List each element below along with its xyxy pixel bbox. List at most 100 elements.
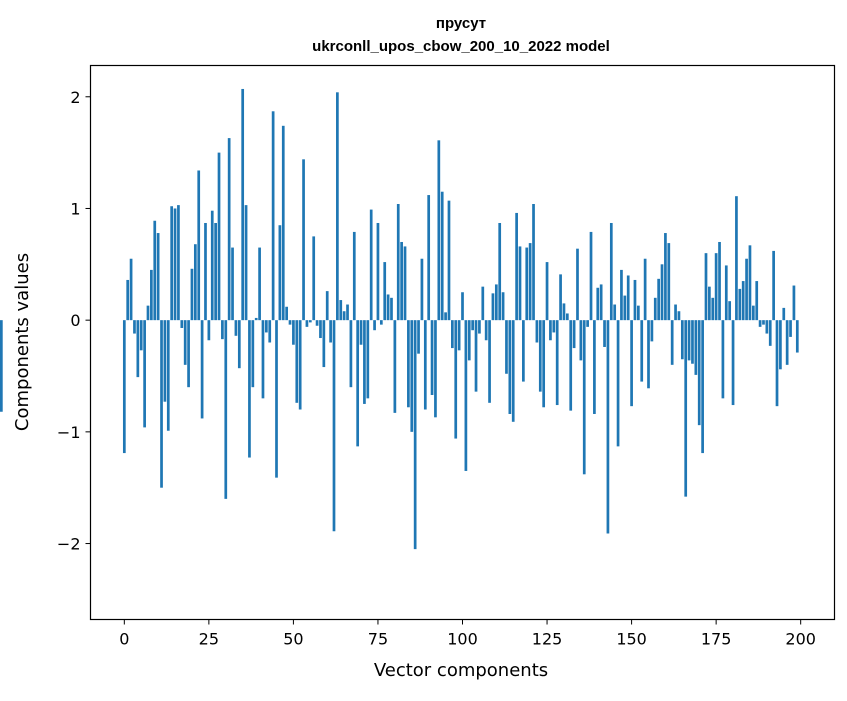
bar-188 <box>758 320 762 327</box>
bar-164 <box>677 311 681 321</box>
x-tick-label: 100 <box>447 630 478 649</box>
chart-subtitle: ukrconll_upos_cbow_200_10_2022 model <box>312 38 610 55</box>
bar-64 <box>339 300 343 321</box>
plot-frame <box>89 64 836 621</box>
bar-43 <box>268 320 272 343</box>
bar-17 <box>180 320 184 328</box>
bar-126 <box>549 320 552 341</box>
bar-90 <box>427 195 431 321</box>
bar-94 <box>440 191 444 321</box>
bar-167 <box>687 320 691 361</box>
bar-179 <box>728 301 732 321</box>
bar-19 <box>187 320 190 388</box>
bar-155 <box>647 320 650 389</box>
bar-166 <box>684 320 688 497</box>
bar-29 <box>221 320 224 340</box>
bar-57 <box>315 320 319 326</box>
bar-119 <box>525 247 529 321</box>
bar-193 <box>775 320 779 407</box>
bar-93 <box>437 140 441 321</box>
bar-165 <box>680 320 684 360</box>
bar-60 <box>325 291 329 321</box>
bar-160 <box>664 233 667 321</box>
bar-18 <box>183 320 187 365</box>
bar-63 <box>336 92 339 321</box>
bar-148 <box>623 295 627 321</box>
bar-154 <box>643 258 647 321</box>
bar-125 <box>545 262 549 321</box>
bar-4 <box>136 320 140 378</box>
x-tick-label: 50 <box>283 630 303 649</box>
bar-33 <box>234 320 238 336</box>
bar-183 <box>741 281 745 321</box>
bar-107 <box>484 320 488 341</box>
bar-36 <box>244 205 248 321</box>
bar-77 <box>383 262 387 321</box>
bar-123 <box>538 320 542 392</box>
chart-title: прусут <box>436 15 486 32</box>
bar-74 <box>373 320 376 331</box>
bar-1 <box>126 279 130 321</box>
bar-38 <box>251 320 255 388</box>
bar-163 <box>674 304 677 321</box>
bar-21 <box>193 244 197 321</box>
bar-113 <box>505 320 508 374</box>
bar-153 <box>640 320 644 382</box>
bar-52 <box>298 320 302 410</box>
bar-182 <box>738 288 742 321</box>
bar-9 <box>153 220 157 321</box>
bar-143 <box>606 320 610 534</box>
bar-23 <box>200 320 204 419</box>
bar-161 <box>667 243 671 321</box>
y-tick-label: 0 <box>70 311 80 330</box>
bar-undefined <box>0 320 3 412</box>
bar-79 <box>390 297 393 321</box>
bar-187 <box>755 281 759 321</box>
bar-145 <box>613 304 617 321</box>
bar-172 <box>704 253 708 321</box>
bar-84 <box>407 320 410 408</box>
y-tick-label: 2 <box>70 88 80 107</box>
bar-89 <box>423 320 427 410</box>
x-axis-label: Vector components <box>374 660 548 681</box>
x-tick-label: 25 <box>199 630 219 649</box>
bar-73 <box>369 209 373 321</box>
bar-91 <box>430 320 434 395</box>
bar-76 <box>379 320 383 325</box>
bar-8 <box>150 269 153 321</box>
bar-12 <box>163 320 167 402</box>
bar-180 <box>731 320 735 406</box>
bar-104 <box>474 320 478 392</box>
bar-190 <box>765 320 769 334</box>
bar-42 <box>265 320 268 333</box>
bar-14 <box>170 206 174 321</box>
bar-142 <box>603 320 606 347</box>
x-tick-label: 75 <box>368 630 388 649</box>
bar-53 <box>302 159 305 321</box>
bar-194 <box>779 320 782 370</box>
bar-134 <box>576 248 579 321</box>
bar-189 <box>762 320 765 325</box>
bar-112 <box>501 292 505 321</box>
bar-96 <box>447 200 451 321</box>
y-tick-label: 1 <box>70 199 80 218</box>
bar-157 <box>653 297 657 321</box>
bar-39 <box>254 317 258 321</box>
x-tick-label: 150 <box>616 630 647 649</box>
bar-138 <box>589 231 593 321</box>
bar-28 <box>217 152 221 321</box>
bar-24 <box>204 222 207 321</box>
bar-156 <box>650 320 654 342</box>
bar-20 <box>190 268 194 321</box>
bar-131 <box>565 313 569 321</box>
bar-82 <box>400 241 403 321</box>
bar-10 <box>156 233 160 321</box>
y-axis-ticks: −2 −1 0 1 2 <box>57 88 91 554</box>
bar-5 <box>139 320 143 351</box>
bar-135 <box>579 320 583 361</box>
bar-102 <box>467 320 471 361</box>
bar-62 <box>332 320 336 532</box>
bar-191 <box>768 320 772 346</box>
